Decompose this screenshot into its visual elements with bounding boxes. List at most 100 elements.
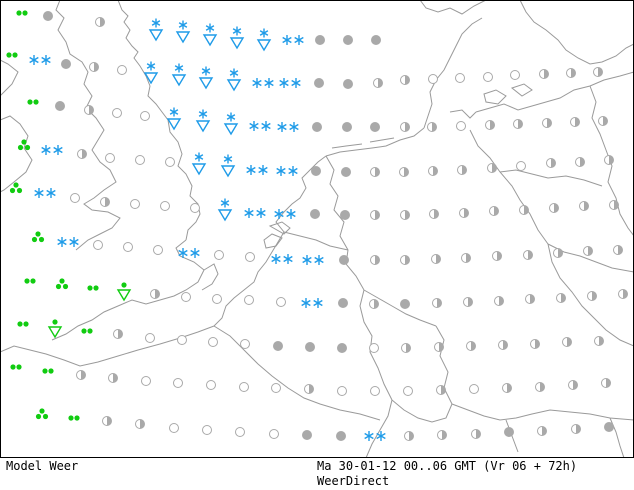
snow-shower-icon [217, 198, 233, 222]
half-cloud-dot-icon [489, 206, 499, 216]
snow-icon [41, 145, 63, 155]
half-cloud-dot-icon [304, 384, 314, 394]
clear-dot-icon [135, 155, 145, 165]
rain-icon [35, 408, 49, 420]
fog-dot-icon [339, 255, 349, 265]
clear-dot-icon [212, 294, 222, 304]
clear-dot-icon [276, 297, 286, 307]
half-cloud-dot-icon [77, 149, 87, 159]
half-cloud-dot-icon [89, 62, 99, 72]
clear-dot-icon [245, 252, 255, 262]
fog-dot-icon [371, 35, 381, 45]
half-cloud-dot-icon [546, 158, 556, 168]
clear-dot-icon [240, 339, 250, 349]
clear-dot-icon [235, 427, 245, 437]
snow-icon [301, 298, 323, 308]
half-cloud-dot-icon [525, 294, 535, 304]
clear-dot-icon [112, 108, 122, 118]
snow-shower-icon [220, 154, 236, 178]
half-cloud-dot-icon [587, 291, 597, 301]
half-cloud-dot-icon [432, 298, 442, 308]
fog-dot-icon [314, 78, 324, 88]
snow-icon [364, 431, 386, 441]
half-cloud-dot-icon [598, 116, 608, 126]
snow-shower-icon [202, 23, 218, 47]
snow-icon [274, 209, 296, 219]
half-cloud-dot-icon [542, 118, 552, 128]
half-cloud-dot-icon [618, 289, 628, 299]
clear-dot-icon [145, 333, 155, 343]
half-cloud-dot-icon [427, 122, 437, 132]
drizzle-icon [81, 328, 93, 334]
drizzle-icon [27, 99, 39, 105]
half-cloud-dot-icon [568, 380, 578, 390]
half-cloud-dot-icon [492, 251, 502, 261]
half-cloud-dot-icon [530, 339, 540, 349]
clear-dot-icon [214, 250, 224, 260]
half-cloud-dot-icon [399, 167, 409, 177]
snow-icon [276, 166, 298, 176]
half-cloud-dot-icon [494, 296, 504, 306]
half-cloud-dot-icon [400, 75, 410, 85]
clear-dot-icon [165, 157, 175, 167]
coastline-layer [0, 0, 634, 458]
snow-icon [57, 237, 79, 247]
model-label: Model Weer [6, 459, 79, 473]
clear-dot-icon [181, 292, 191, 302]
snow-shower-icon [226, 68, 242, 92]
half-cloud-dot-icon [594, 336, 604, 346]
half-cloud-dot-icon [401, 343, 411, 353]
clear-dot-icon [173, 378, 183, 388]
clear-dot-icon [169, 423, 179, 433]
half-cloud-dot-icon [575, 157, 585, 167]
half-cloud-dot-icon [434, 342, 444, 352]
snow-icon [282, 35, 304, 45]
half-cloud-dot-icon [400, 122, 410, 132]
clear-dot-icon [469, 384, 479, 394]
half-cloud-dot-icon [513, 119, 523, 129]
half-cloud-dot-icon [100, 197, 110, 207]
half-cloud-dot-icon [428, 166, 438, 176]
clear-dot-icon [370, 386, 380, 396]
snow-shower-icon [175, 20, 191, 44]
clear-dot-icon [130, 199, 140, 209]
drizzle-icon [10, 364, 22, 370]
clear-dot-icon [160, 201, 170, 211]
clear-dot-icon [269, 429, 279, 439]
clear-dot-icon [244, 295, 254, 305]
half-cloud-dot-icon [537, 426, 547, 436]
clear-dot-icon [123, 242, 133, 252]
clear-dot-icon [510, 70, 520, 80]
fog-dot-icon [604, 422, 614, 432]
half-cloud-dot-icon [431, 254, 441, 264]
fog-dot-icon [370, 122, 380, 132]
half-cloud-dot-icon [429, 209, 439, 219]
half-cloud-dot-icon [400, 210, 410, 220]
snow-shower-icon [198, 66, 214, 90]
half-cloud-dot-icon [135, 419, 145, 429]
half-cloud-dot-icon [113, 329, 123, 339]
clear-dot-icon [117, 65, 127, 75]
clear-dot-icon [105, 153, 115, 163]
fog-dot-icon [504, 427, 514, 437]
snow-shower-icon [256, 28, 272, 52]
clear-dot-icon [428, 74, 438, 84]
snow-icon [178, 248, 200, 258]
snow-icon [302, 255, 324, 265]
snow-icon [252, 78, 274, 88]
fog-dot-icon [310, 209, 320, 219]
half-cloud-dot-icon [519, 205, 529, 215]
rain-icon [55, 278, 69, 290]
clear-dot-icon [208, 337, 218, 347]
fog-dot-icon [43, 11, 53, 21]
drizzle-icon [17, 321, 29, 327]
snow-icon [277, 122, 299, 132]
fog-dot-icon [400, 299, 410, 309]
half-cloud-dot-icon [369, 299, 379, 309]
rain-icon [9, 182, 23, 194]
snow-shower-icon [166, 107, 182, 131]
weather-symbol-layer [6, 10, 628, 441]
half-cloud-dot-icon [556, 293, 566, 303]
clear-dot-icon [190, 203, 200, 213]
clear-dot-icon [140, 111, 150, 121]
